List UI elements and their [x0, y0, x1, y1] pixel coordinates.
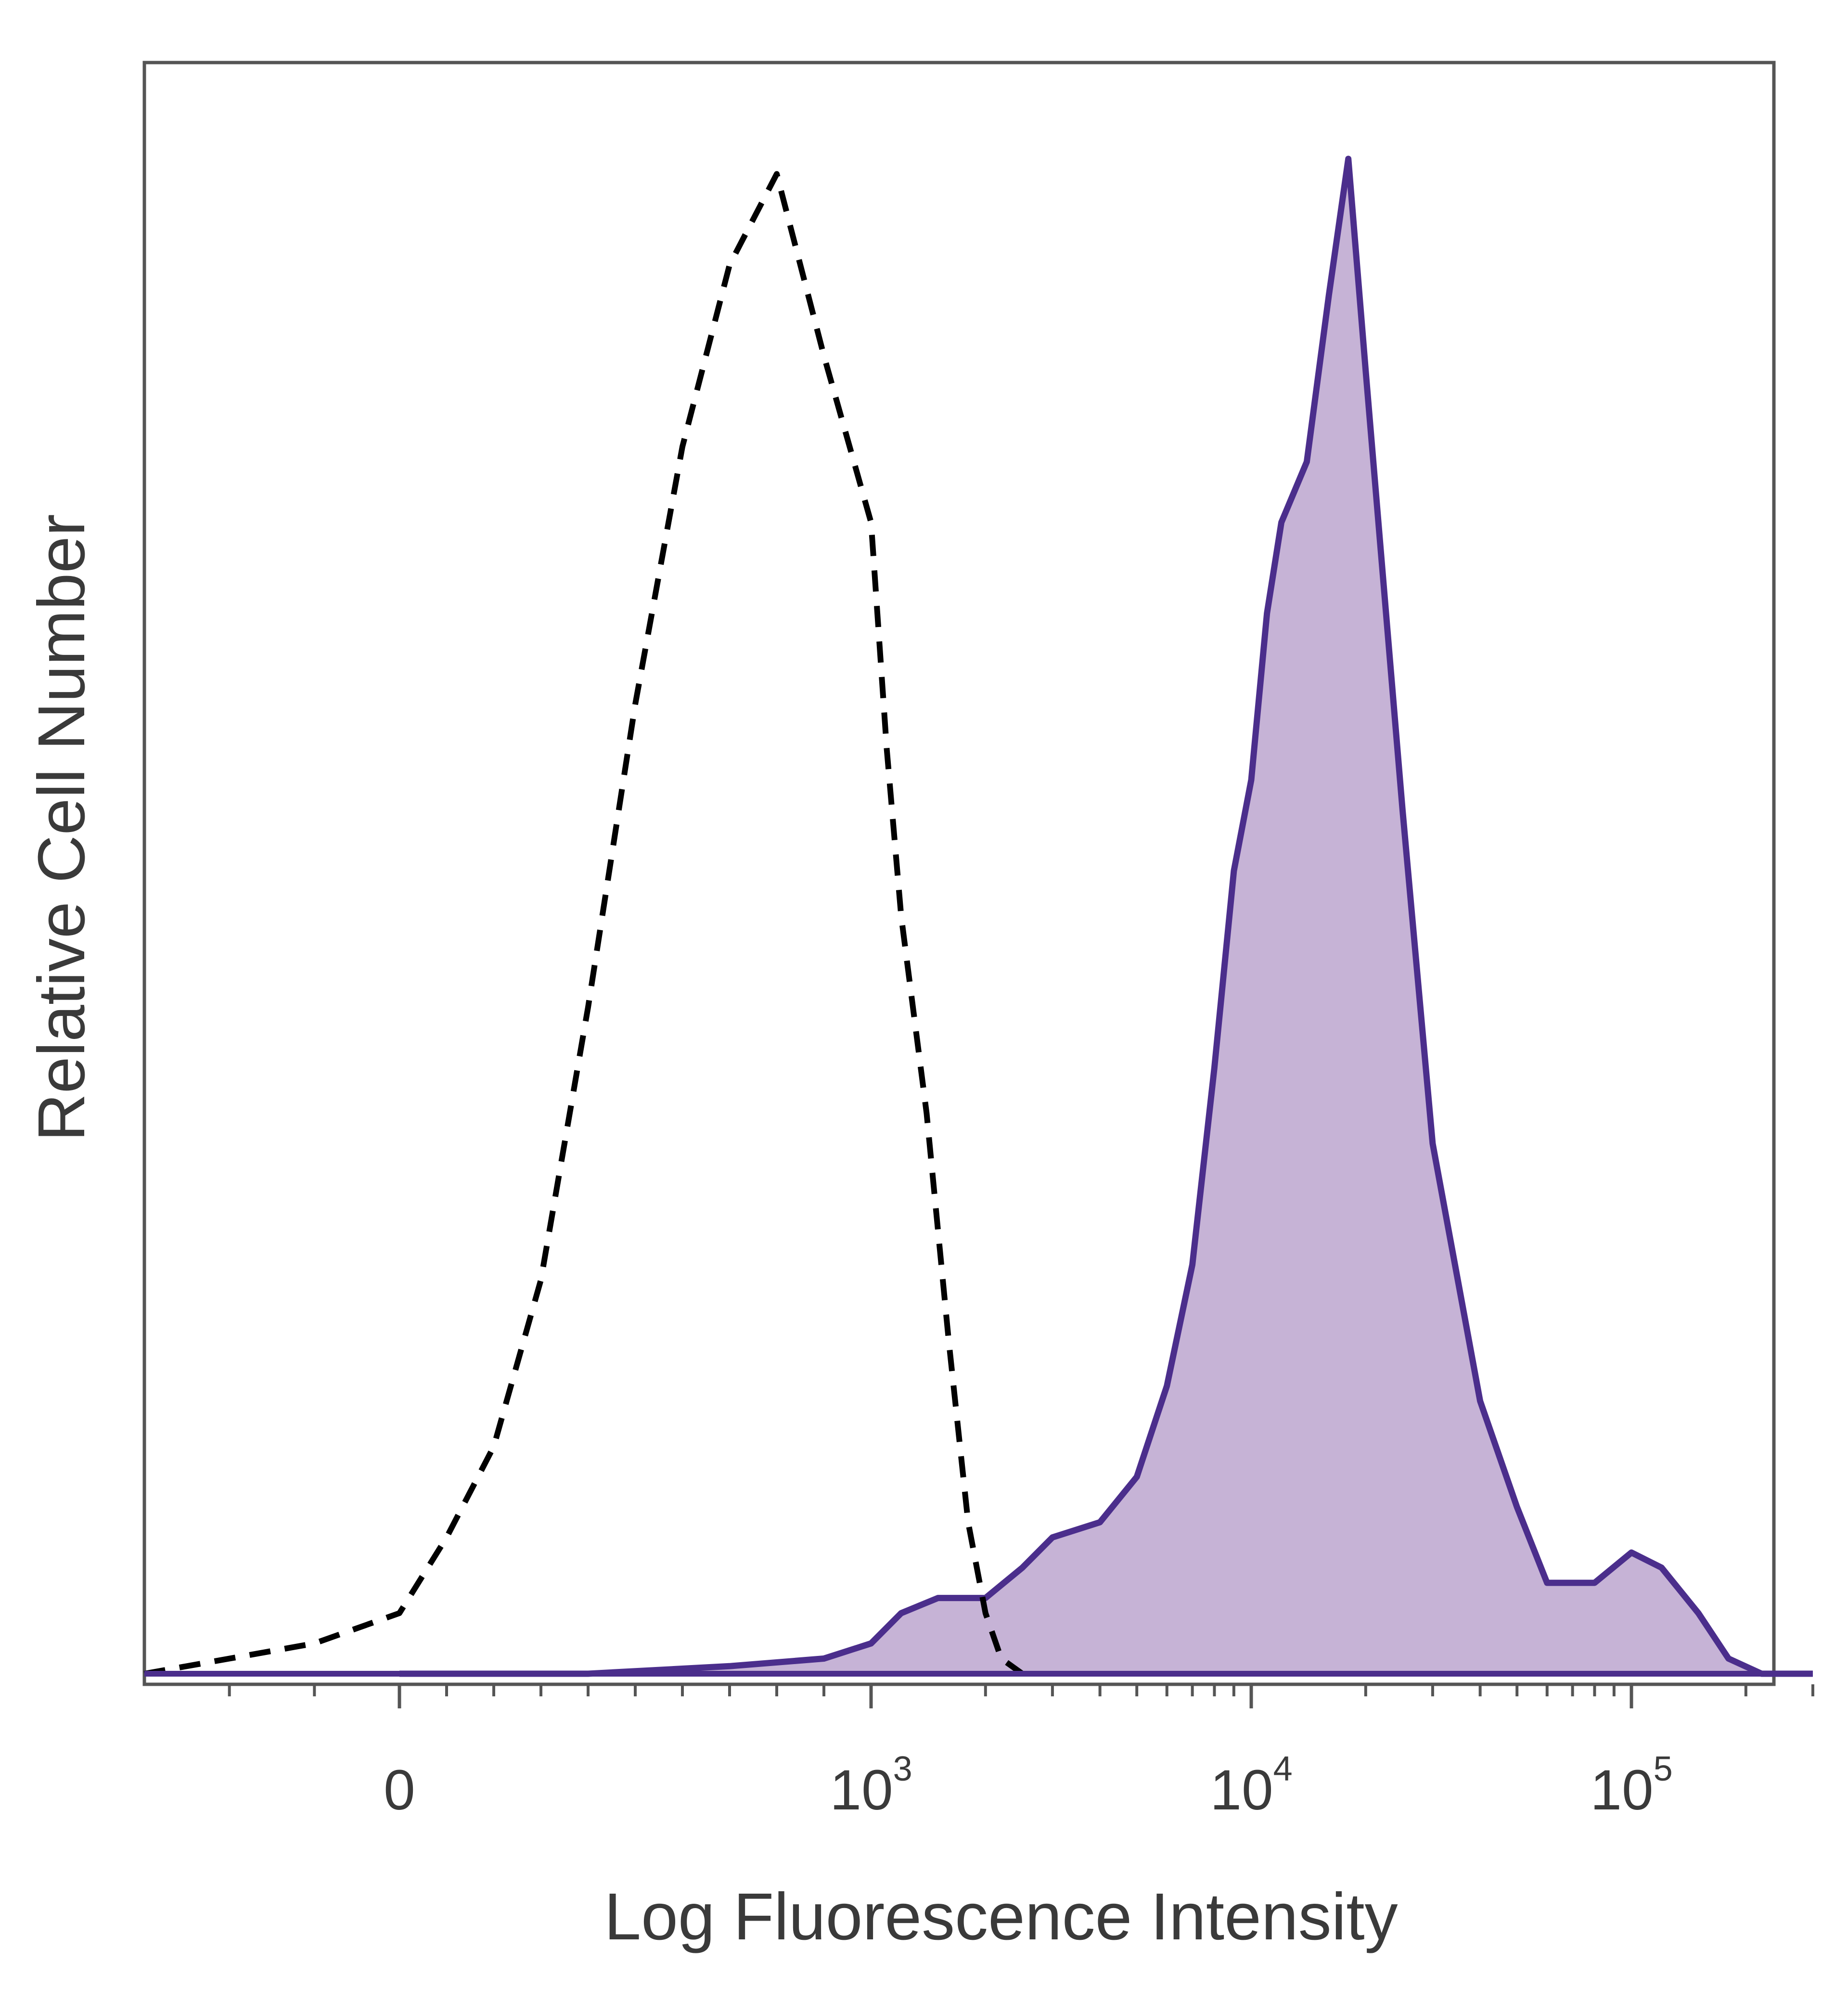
- x-tick-label-2: 104: [1210, 1750, 1292, 1822]
- tick-layer: 0 103 104 105: [228, 1684, 1814, 1822]
- y-axis-label: Relative Cell Number: [25, 514, 99, 1141]
- x-tick-label-3: 105: [1590, 1750, 1672, 1822]
- x-tick-label-1: 103: [830, 1750, 912, 1822]
- x-tick-label-0: 0: [384, 1758, 415, 1822]
- plot-frame: [142, 61, 1776, 1686]
- series-layer: [143, 155, 1813, 1677]
- series-0-line: [143, 171, 1024, 1677]
- series-1-line: [399, 155, 1813, 1677]
- x-axis-label: Log Fluorescence Intensity: [604, 1880, 1398, 1954]
